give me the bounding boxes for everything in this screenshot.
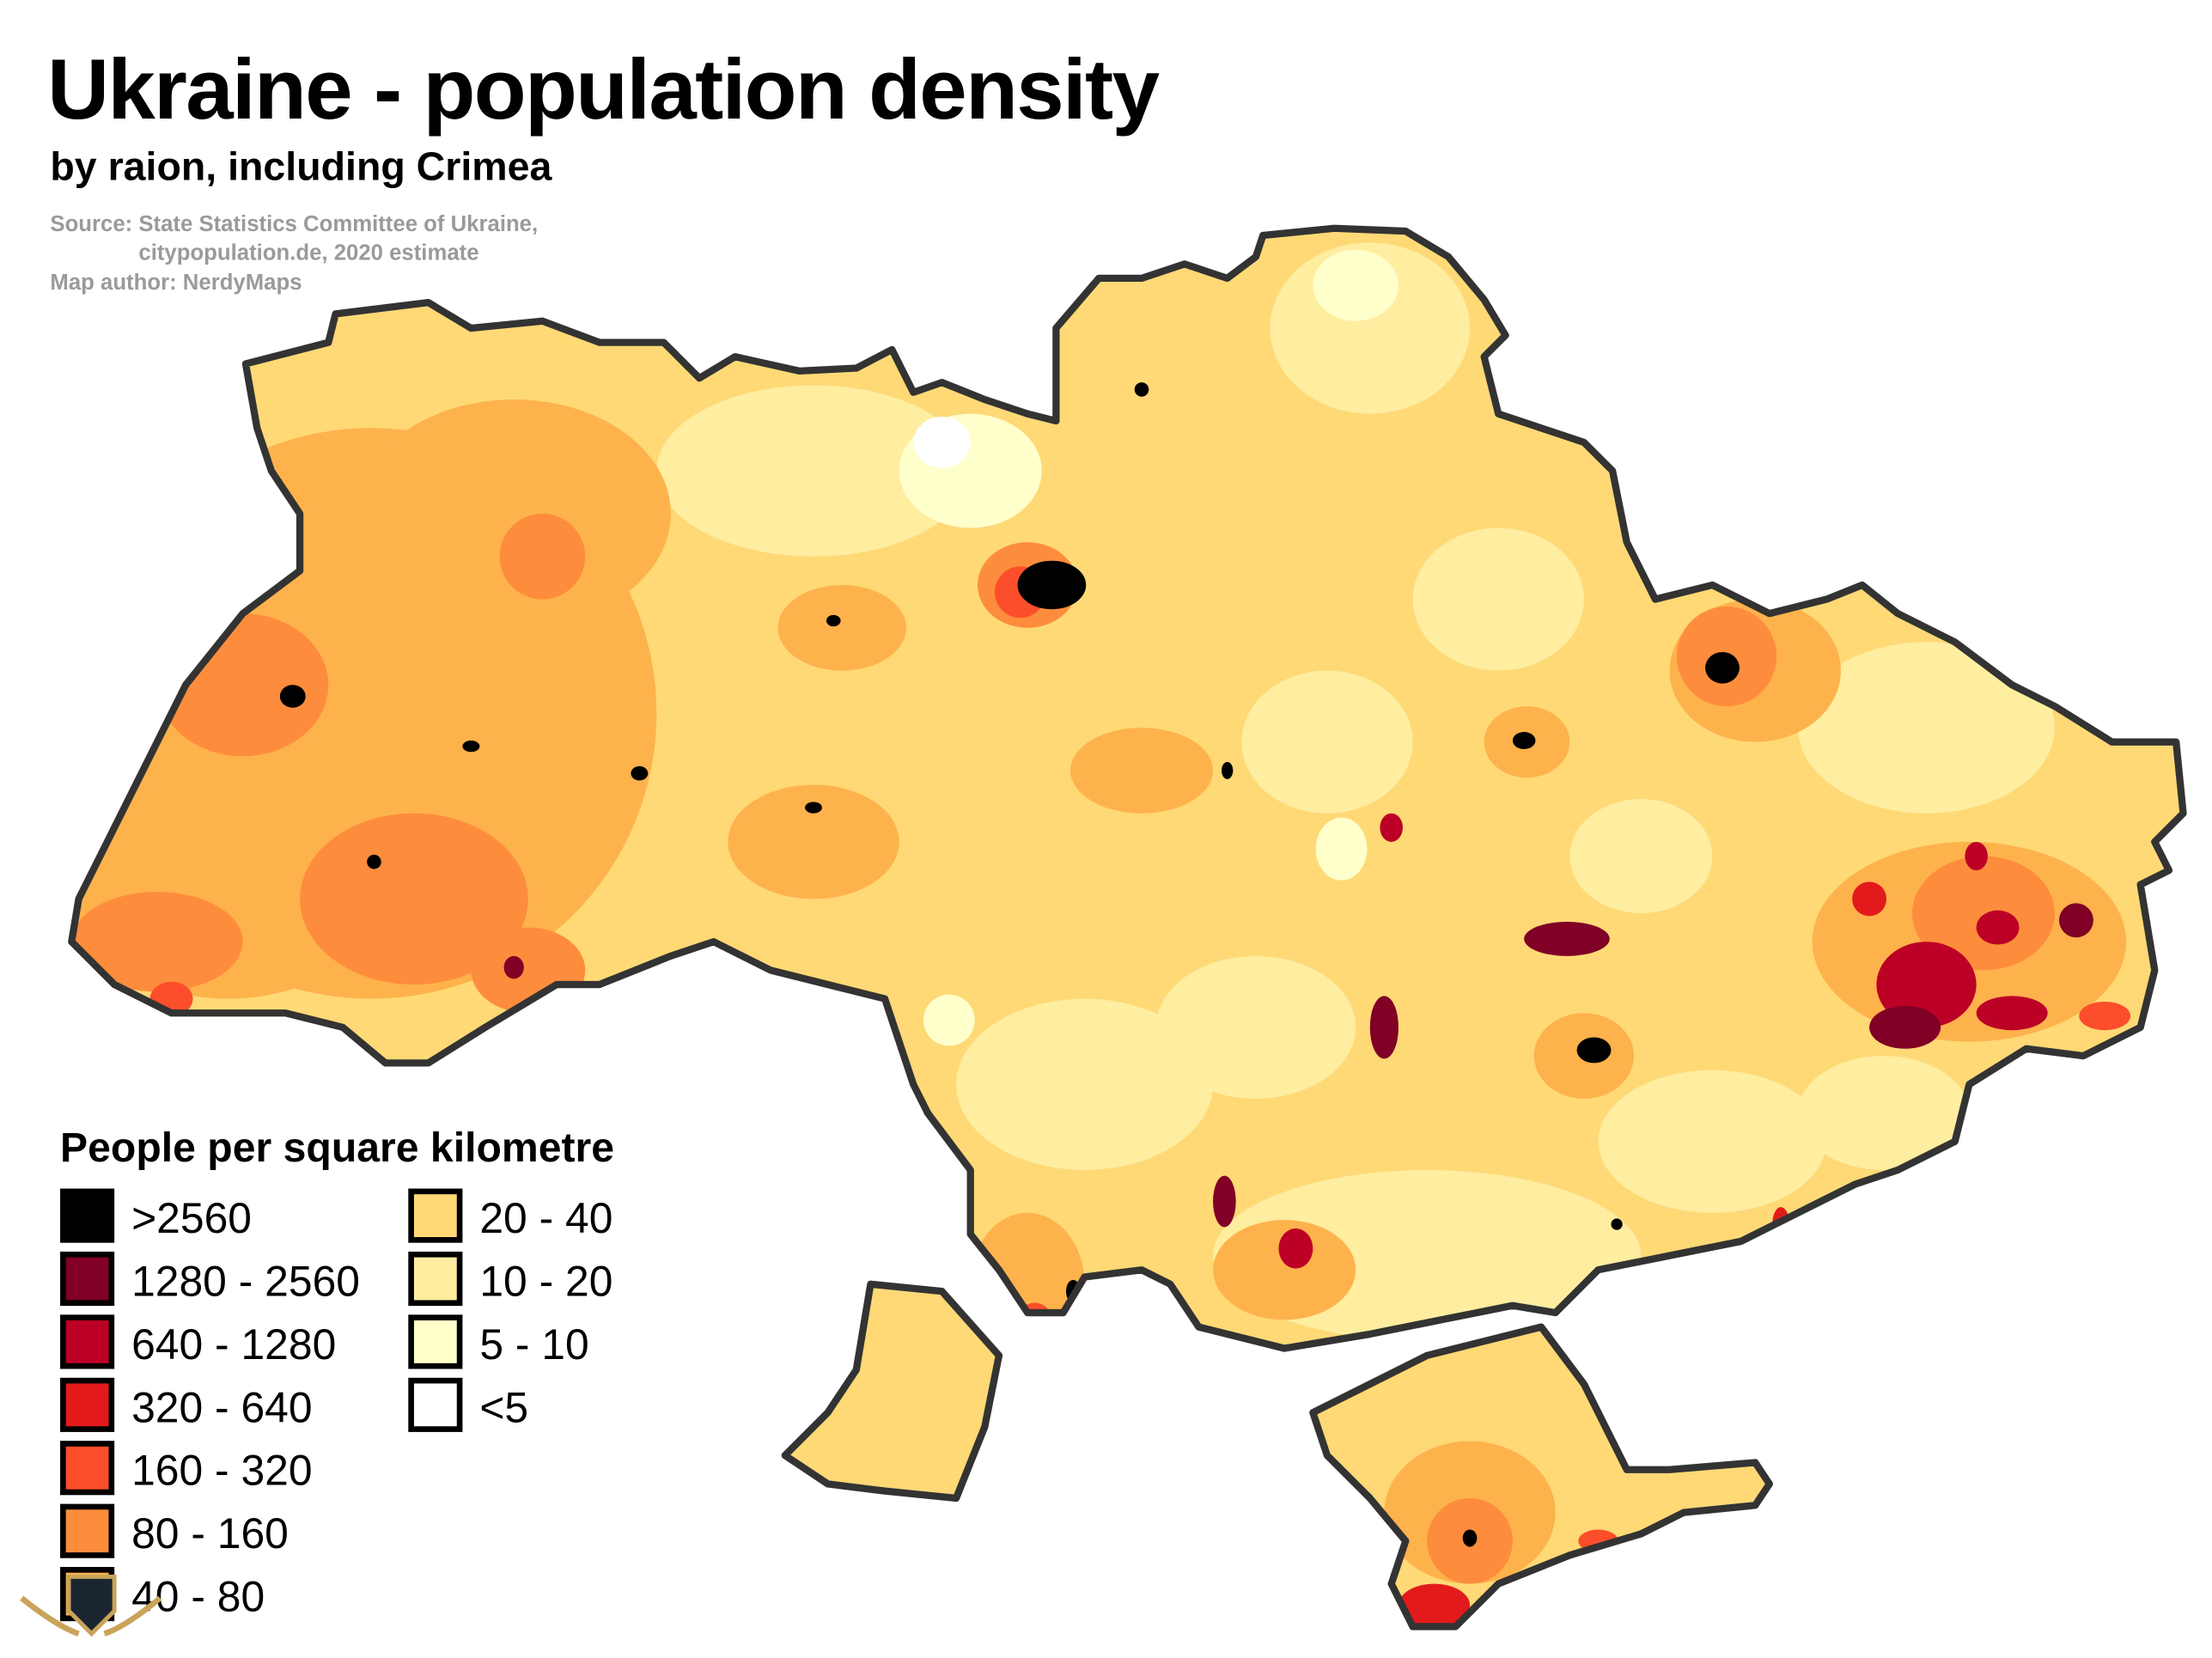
map-author: Map author: NerdyMaps <box>50 271 302 295</box>
legend-swatch <box>60 1441 115 1496</box>
legend-label: 40 - 80 <box>131 1573 265 1621</box>
legend-title: People per square kilometre <box>60 1125 614 1171</box>
legend-item: <5 <box>408 1377 528 1432</box>
legend-swatch <box>60 1188 115 1243</box>
legend-item: >2560 <box>60 1188 252 1243</box>
legend-item: 5 - 10 <box>408 1314 589 1369</box>
legend-label: 5 - 10 <box>479 1320 588 1368</box>
source-line-2: citypopulation.de, 2020 estimate <box>138 241 478 265</box>
legend-swatch <box>60 1251 115 1307</box>
wings-icon <box>20 1595 162 1637</box>
legend-swatch <box>408 1188 463 1243</box>
legend-item: 640 - 1280 <box>60 1314 336 1369</box>
legend-swatch <box>408 1314 463 1369</box>
legend-label: <5 <box>479 1383 528 1431</box>
region-below-5 <box>913 416 971 468</box>
legend-swatch <box>60 1503 115 1558</box>
legend-item: 320 - 640 <box>60 1377 313 1432</box>
legend-label: 640 - 1280 <box>131 1320 336 1368</box>
map-subtitle: by raion, including Crimea <box>50 143 552 188</box>
legend-item: 10 - 20 <box>408 1251 612 1307</box>
regions-over-2560 <box>279 382 1740 1547</box>
regions-80-160 <box>71 513 2056 1584</box>
legend-item: 1280 - 2560 <box>60 1251 360 1307</box>
legend-label: 1280 - 2560 <box>131 1257 360 1305</box>
legend-swatch <box>60 1314 115 1369</box>
legend-label: >2560 <box>131 1194 252 1242</box>
legend: People per square kilometre >2560 1280 - … <box>60 1125 614 1622</box>
legend-item: 20 - 40 <box>408 1188 612 1243</box>
legend-label: 160 - 320 <box>131 1447 313 1495</box>
regions-640-1280 <box>1278 813 2048 1269</box>
legend-label: 80 - 160 <box>131 1509 289 1557</box>
legend-label: 10 - 20 <box>479 1257 612 1305</box>
shield-icon <box>66 1574 117 1637</box>
legend-swatch <box>60 1377 115 1432</box>
watermark-logo <box>20 1574 162 1637</box>
legend-item: 160 - 320 <box>60 1441 313 1496</box>
source-line-1: Source: State Statistics Committee of Uk… <box>50 212 538 236</box>
legend-swatch <box>408 1251 463 1307</box>
legend-label: 320 - 640 <box>131 1383 313 1431</box>
legend-swatch <box>408 1377 463 1432</box>
regions-1280-2560 <box>503 903 2093 1228</box>
map-title: Ukraine - population density <box>47 42 1159 137</box>
legend-item: 80 - 160 <box>60 1503 289 1558</box>
legend-label: 20 - 40 <box>479 1194 612 1242</box>
